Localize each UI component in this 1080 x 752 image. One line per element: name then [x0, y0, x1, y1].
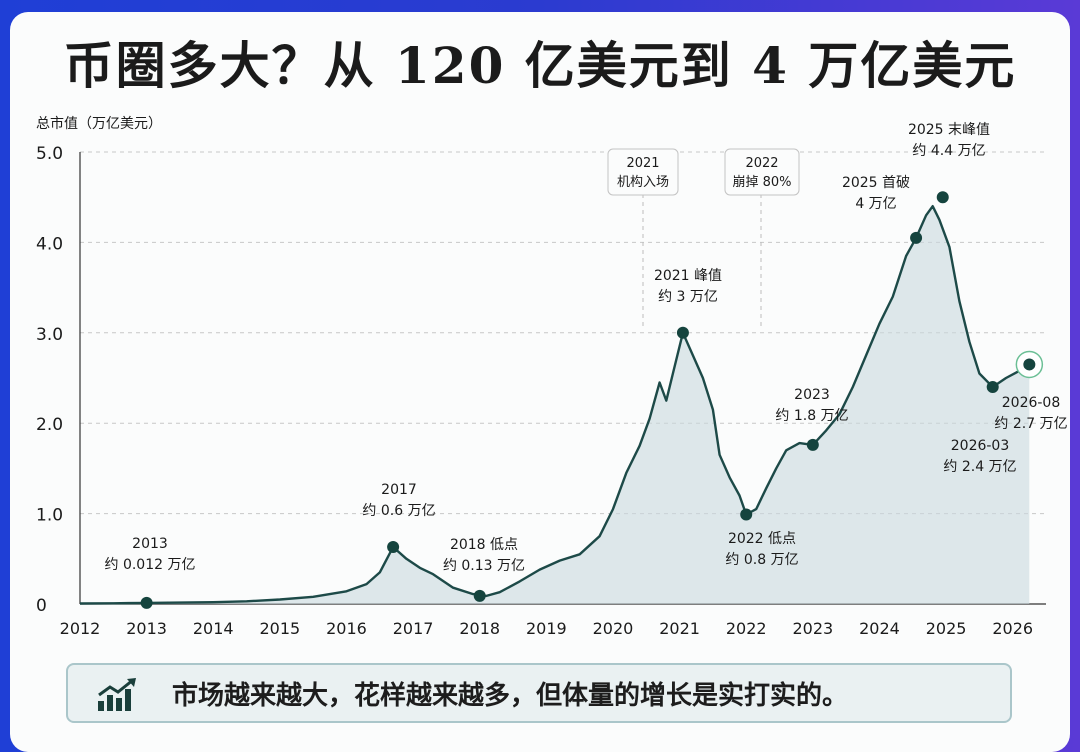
- data-marker: [986, 381, 999, 394]
- y-tick-label: 2.0: [36, 415, 63, 435]
- x-tick-label: 2019: [526, 619, 567, 638]
- x-tick-label: 2012: [60, 619, 101, 638]
- data-marker: [473, 589, 486, 602]
- data-marker: [387, 541, 400, 554]
- y-axis-title: 总市值（万亿美元）: [36, 115, 162, 132]
- annotation-label: 约 0.8 万亿: [725, 552, 798, 568]
- annotation-label: 约 4.4 万亿: [912, 143, 985, 159]
- event-box: [607, 148, 679, 196]
- annotation-label: 2018 低点: [450, 537, 518, 553]
- annotation-label: 2026-08: [1002, 395, 1061, 411]
- annotation-label: 约 0.13 万亿: [443, 558, 525, 574]
- x-tick-label: 2021: [659, 619, 700, 638]
- annotation-label: 约 0.6 万亿: [362, 503, 435, 519]
- event-box: [724, 148, 800, 196]
- annotation-label: 约 2.4 万亿: [943, 459, 1016, 475]
- annotation-label: 2021 峰值: [654, 268, 722, 284]
- x-tick-label: 2023: [792, 619, 833, 638]
- annotation-label: 2023: [794, 387, 830, 403]
- event-box-label: 2022: [745, 156, 778, 171]
- annotation-label: 2017: [381, 482, 417, 498]
- annotation-label: 约 2.7 万亿: [994, 416, 1067, 432]
- annotation-label: 2025 首破: [842, 175, 910, 191]
- page-title: 币圈多大？从 120 亿美元到 4 万亿美元: [63, 36, 1017, 95]
- event-box-label: 崩掉 80%: [732, 175, 791, 190]
- data-marker: [740, 508, 753, 521]
- x-tick-label: 2024: [859, 619, 900, 638]
- data-marker: [676, 326, 689, 339]
- annotation-label: 约 0.012 万亿: [105, 557, 196, 573]
- footer-text: 市场越来越大，花样越来越多，但体量的增长是实打实的。: [172, 681, 849, 711]
- annotation-label: 2013: [132, 536, 168, 552]
- series-area: [80, 206, 1030, 604]
- data-marker: [1023, 358, 1036, 371]
- x-tick-label: 2014: [193, 619, 234, 638]
- annotation-label: 4 万亿: [855, 196, 896, 212]
- chart-growth-icon: [98, 678, 136, 711]
- event-box-label: 机构入场: [617, 175, 669, 190]
- x-tick-label: 2015: [260, 619, 301, 638]
- x-tick-label: 2025: [926, 619, 967, 638]
- y-tick-label: 0: [36, 596, 47, 616]
- x-tick-label: 2017: [393, 619, 434, 638]
- y-tick-label: 4.0: [36, 234, 63, 254]
- x-tick-label: 2013: [126, 619, 167, 638]
- x-tick-label: 2022: [726, 619, 767, 638]
- x-tick-label: 2026: [992, 619, 1033, 638]
- annotation-label: 约 3 万亿: [658, 289, 718, 305]
- y-tick-label: 1.0: [36, 506, 63, 526]
- y-tick-label: 3.0: [36, 325, 63, 345]
- x-tick-label: 2016: [326, 619, 367, 638]
- annotation-label: 2025 末峰值: [908, 122, 990, 138]
- data-marker: [806, 438, 819, 451]
- footer-banner: 市场越来越大，花样越来越多，但体量的增长是实打实的。: [66, 663, 1012, 723]
- data-marker: [910, 231, 923, 244]
- annotation-label: 2022 低点: [728, 531, 796, 547]
- y-tick-label: 5.0: [36, 144, 63, 164]
- data-marker: [936, 191, 949, 204]
- annotation-label: 2026-03: [951, 438, 1010, 454]
- market-cap-chart: 总市值（万亿美元） 0 1.0 2.0 3.0 4.0 5.0 2012 2013 2014 201…: [36, 115, 1068, 638]
- annotation-label: 约 1.8 万亿: [775, 408, 848, 424]
- series-line: [79, 205, 1030, 605]
- event-box-label: 2021: [626, 156, 659, 171]
- x-tick-label: 2020: [593, 619, 634, 638]
- x-tick-label: 2018: [459, 619, 500, 638]
- data-marker: [140, 596, 153, 609]
